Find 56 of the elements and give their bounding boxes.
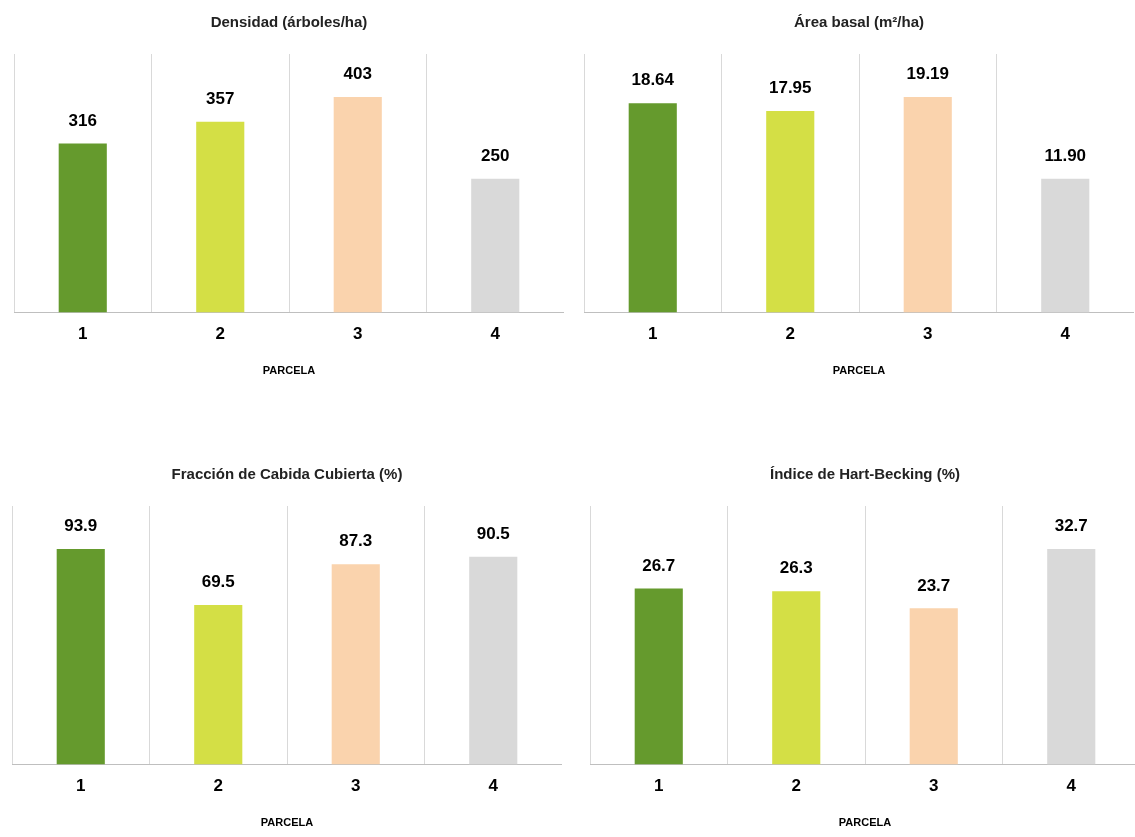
x-tick-label: 2 [791, 776, 801, 796]
data-label: 316 [68, 110, 97, 130]
x-tick-label: 3 [351, 776, 361, 796]
x-tick-label: 4 [1066, 776, 1077, 796]
bar [909, 608, 958, 765]
data-label: 17.95 [768, 78, 812, 98]
chart-title: Densidad (árboles/ha) [210, 13, 368, 31]
data-label: 250 [481, 146, 510, 166]
bar [1047, 549, 1096, 765]
x-tick-label: 2 [213, 776, 223, 796]
data-label: 69.5 [201, 572, 235, 592]
data-label: 93.9 [64, 516, 98, 536]
data-label: 11.90 [1044, 146, 1087, 166]
data-label: 26.7 [642, 555, 676, 575]
x-axis-title: PARCELA [262, 364, 316, 377]
data-label: 403 [343, 64, 372, 84]
x-tick-label: 2 [215, 324, 225, 344]
data-label: 23.7 [917, 575, 951, 595]
data-label: 26.3 [779, 558, 813, 578]
x-tick-label: 1 [78, 324, 88, 344]
data-label: 18.64 [631, 70, 675, 90]
bar [194, 605, 243, 765]
data-label: 32.7 [1054, 516, 1088, 536]
bar [331, 564, 380, 765]
x-tick-label: 4 [490, 324, 501, 344]
chart-title: Área basal (m²/ha) [793, 13, 925, 31]
x-tick-label: 1 [654, 776, 664, 796]
x-axis-title: PARCELA [832, 364, 886, 377]
bar [634, 588, 683, 765]
x-axis-title: PARCELA [260, 816, 314, 829]
data-label: 90.5 [476, 524, 510, 544]
x-tick-label: 1 [76, 776, 86, 796]
bar [56, 549, 105, 765]
bar [772, 591, 821, 765]
bar [1041, 178, 1090, 313]
bar [628, 103, 677, 313]
bar [58, 143, 107, 313]
data-label: 87.3 [339, 531, 373, 551]
bar [766, 110, 815, 313]
chart-title: Índice de Hart-Becking (%) [769, 465, 961, 483]
bar [469, 556, 518, 765]
bar [471, 178, 520, 313]
x-tick-label: 4 [488, 776, 499, 796]
chart-title: Fracción de Cabida Cubierta (%) [171, 465, 403, 483]
data-label: 357 [206, 88, 235, 108]
x-tick-label: 1 [648, 324, 658, 344]
bar [333, 97, 382, 313]
x-tick-label: 2 [785, 324, 795, 344]
bar [196, 121, 245, 313]
x-tick-label: 3 [353, 324, 363, 344]
x-tick-label: 3 [929, 776, 939, 796]
x-tick-label: 3 [923, 324, 933, 344]
data-label: 19.19 [906, 64, 950, 84]
x-tick-label: 4 [1060, 324, 1071, 344]
bar [903, 97, 952, 313]
x-axis-title: PARCELA [838, 816, 892, 829]
